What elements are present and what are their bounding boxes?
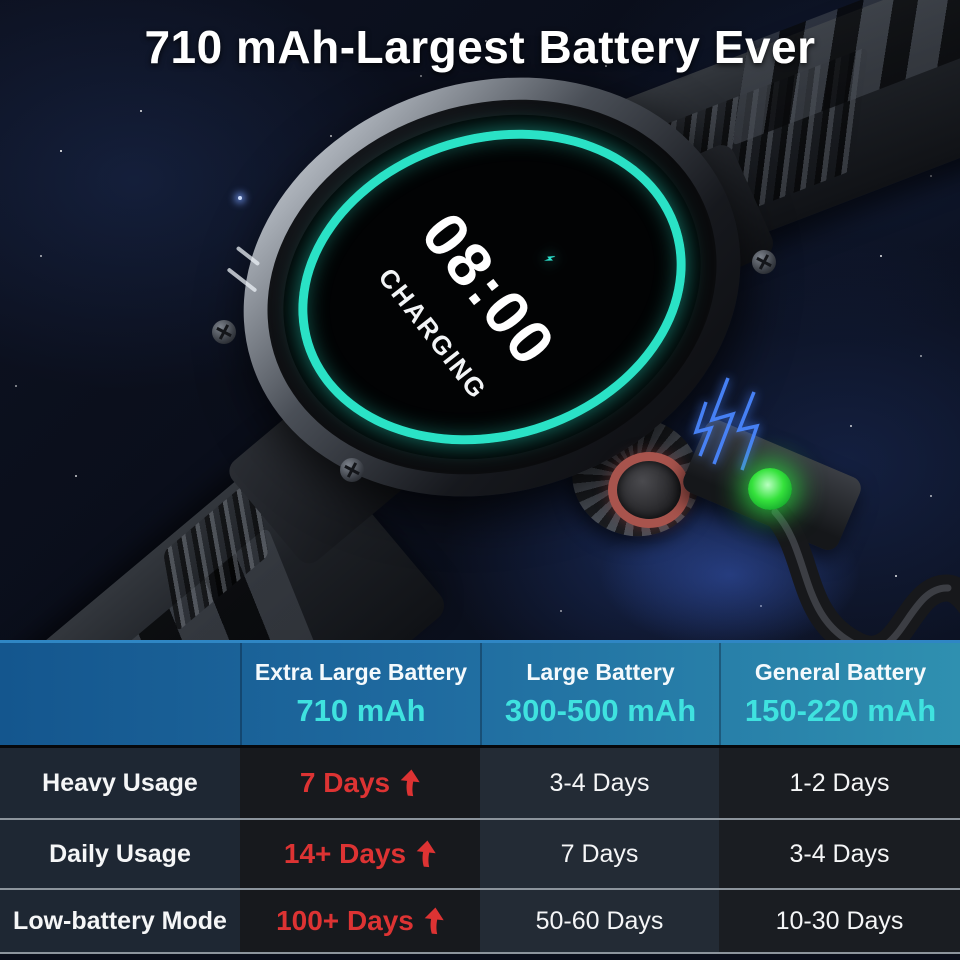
trend-up-arrow-icon <box>424 907 444 935</box>
cell-text: 1-2 Days <box>789 768 890 797</box>
charging-cable-layer <box>693 377 960 642</box>
header-cell-extra-large: Extra Large Battery 710 mAh <box>240 643 480 745</box>
cable-highlight <box>771 508 952 642</box>
bright-star <box>238 196 242 200</box>
table-cell: 50-60 Days <box>480 890 719 952</box>
row-label-text: Low-battery Mode <box>13 906 227 935</box>
featured-value: 14+ Days <box>283 838 407 869</box>
header-cell-large: Large Battery 300-500 mAh <box>480 643 719 745</box>
watch-display: 08:00 CHARGING <box>322 108 658 469</box>
table-row: Daily Usage 14+ Days 7 Days 3-4 Days <box>0 818 960 888</box>
featured-value: 100+ Days <box>276 905 414 936</box>
trend-up-arrow-icon <box>400 769 420 797</box>
column-value: 150-220 mAh <box>744 693 937 728</box>
table-cell: 1-2 Days <box>719 748 960 818</box>
column-value: 710 mAh <box>296 693 426 728</box>
table-cell: 10-30 Days <box>719 890 960 952</box>
table-cell: 3-4 Days <box>480 748 719 818</box>
row-label: Daily Usage <box>0 820 240 888</box>
row-label-text: Heavy Usage <box>42 768 198 797</box>
column-label: Extra Large Battery <box>254 659 468 685</box>
table-row: Low-battery Mode 100+ Days 50-60 Days 10… <box>0 888 960 954</box>
column-value: 300-500 mAh <box>504 693 697 728</box>
trend-up-arrow-icon <box>416 840 436 868</box>
cell-text: 3-4 Days <box>549 768 650 797</box>
battery-comparison-table: Extra Large Battery 710 mAh Large Batter… <box>0 640 960 960</box>
header-cell-empty <box>0 643 240 745</box>
lug-screw <box>752 250 776 274</box>
lightning-bolt-icon <box>543 255 556 261</box>
featured-cell: 7 Days <box>240 748 480 818</box>
page-title: 710 mAh-Largest Battery Ever <box>144 21 816 73</box>
product-photo-area: 08:00 CHARGING <box>0 0 960 642</box>
featured-cell: 100+ Days <box>240 890 480 952</box>
row-label: Heavy Usage <box>0 748 240 818</box>
cell-text: 7 Days <box>560 839 639 868</box>
column-label: Large Battery <box>526 659 675 685</box>
cell-text: 50-60 Days <box>535 906 664 935</box>
header-cell-general: General Battery 150-220 mAh <box>719 643 960 745</box>
featured-value: 7 Days <box>299 767 391 798</box>
electric-spark-icon <box>693 377 760 471</box>
table-cell: 7 Days <box>480 820 719 888</box>
table-header-row: Extra Large Battery 710 mAh Large Batter… <box>0 640 960 748</box>
table-row: Heavy Usage 7 Days 3-4 Days 1-2 Days <box>0 748 960 818</box>
row-label: Low-battery Mode <box>0 890 240 952</box>
cell-text: 10-30 Days <box>775 906 904 935</box>
charging-cable <box>761 498 960 642</box>
table-cell: 3-4 Days <box>719 820 960 888</box>
row-label-text: Daily Usage <box>49 839 191 868</box>
bezel-screw <box>340 458 364 482</box>
column-label: General Battery <box>754 659 927 685</box>
bezel-screw <box>212 320 236 344</box>
crown-button <box>608 452 690 528</box>
starfield <box>60 150 62 152</box>
cell-text: 3-4 Days <box>789 839 890 868</box>
charging-indicator-light <box>748 468 792 510</box>
featured-cell: 14+ Days <box>240 820 480 888</box>
